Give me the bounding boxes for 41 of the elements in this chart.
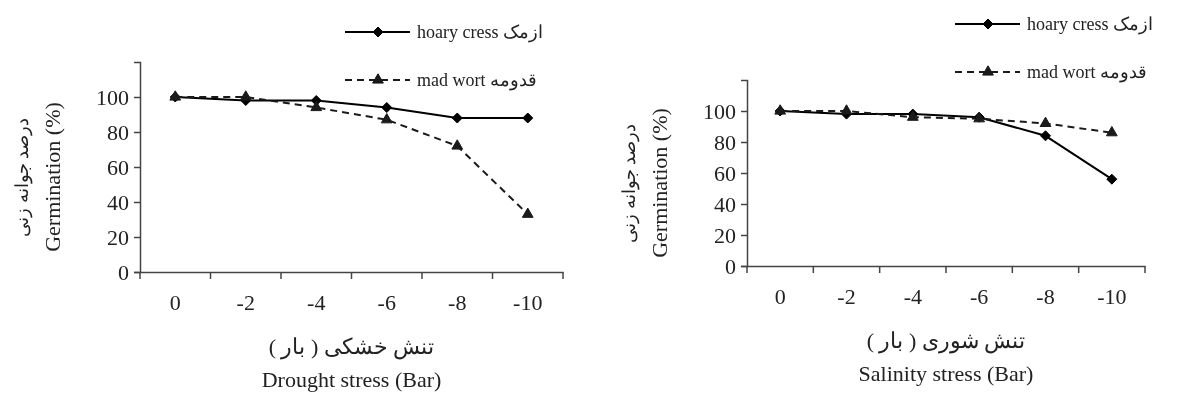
y-tick-label: 60 <box>714 160 736 186</box>
point <box>840 104 853 115</box>
legend-label: hoary cress ازمک <box>1027 14 1153 35</box>
y-tick-label: 100 <box>96 84 129 110</box>
point <box>451 139 464 150</box>
x-tick-label: 0 <box>169 289 181 315</box>
x-tick-label: -4 <box>307 289 326 315</box>
legend-label: mad wort قدومه <box>417 70 537 91</box>
y-tick-label: 40 <box>714 191 736 217</box>
y-tick-label: 20 <box>107 224 129 250</box>
y-tick-label: 60 <box>107 154 129 180</box>
point <box>380 113 393 124</box>
x-tick-label: -8 <box>448 289 467 315</box>
point <box>1040 130 1051 142</box>
point <box>522 112 534 124</box>
point <box>1105 126 1118 137</box>
point <box>521 207 534 218</box>
point <box>1039 116 1052 127</box>
point <box>1106 173 1118 185</box>
x-tick-label: -2 <box>837 283 856 309</box>
legend-label: hoary cress ازمک <box>417 22 543 43</box>
point <box>451 112 463 124</box>
x-tick-label: -8 <box>1036 283 1055 309</box>
x-tick-label: -2 <box>236 289 255 315</box>
y-tick-label: 0 <box>725 253 736 279</box>
point <box>310 100 323 112</box>
x-tick-label: -10 <box>1097 283 1127 309</box>
point <box>239 90 252 101</box>
legend-label: mad wort قدومه <box>1027 62 1147 83</box>
y-tick-label: 80 <box>714 129 736 155</box>
y-tick-label: 80 <box>107 119 129 145</box>
x-tick-label: 0 <box>774 283 786 309</box>
x-tick-label: -6 <box>970 283 989 309</box>
y-tick-label: 20 <box>714 222 736 248</box>
y-tick-label: 0 <box>118 259 129 285</box>
x-tick-label: -4 <box>903 283 922 309</box>
y-tick-label: 100 <box>703 98 736 124</box>
x-tick-label: -10 <box>513 289 543 315</box>
point <box>381 102 393 113</box>
y-tick-label: 40 <box>107 189 129 215</box>
x-tick-label: -6 <box>377 289 396 315</box>
